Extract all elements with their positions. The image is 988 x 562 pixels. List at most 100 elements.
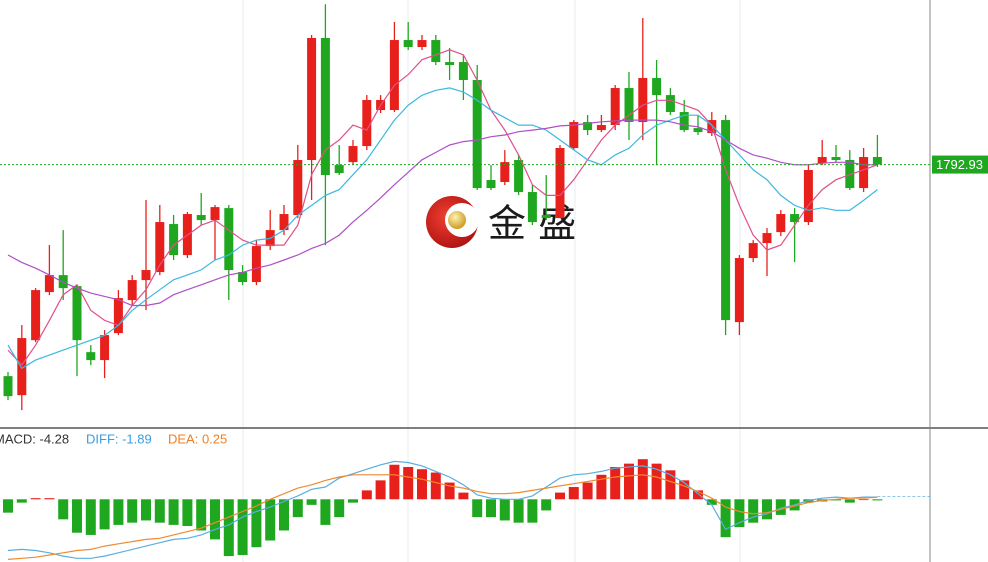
candle-body [72,286,82,341]
candle-body [541,215,551,219]
macd-bar [334,499,345,518]
macd-bar [113,499,124,525]
macd-bar [844,499,855,503]
candle-body [776,214,786,233]
macd-bar [624,463,634,500]
candle-body [472,80,482,189]
macd-bar [127,499,138,523]
candle-body [169,224,179,256]
macd-bar [555,492,565,500]
candle-body [872,157,882,165]
macd-bar [223,499,234,557]
macd-bar [872,499,883,501]
candle-body [831,157,841,161]
macd-bar [154,499,165,523]
macd-bar [237,499,248,555]
macd-bar [141,499,151,521]
macd-line [7,460,878,559]
candle-body [362,100,372,147]
logo-coin [448,211,466,229]
last-price-box [932,155,988,174]
macd-line [7,474,878,560]
candle-body [127,280,137,301]
candle-body [389,40,399,111]
macd-bar [458,492,469,500]
legend-entry: DIFF: -1.89 [86,431,152,446]
candle-body [210,207,220,221]
candle-body [458,62,468,81]
moving-average-line [7,49,878,366]
macd-bar [679,480,690,500]
candle-body [417,40,427,47]
macd-bar [541,499,552,511]
candle-body [514,160,524,193]
macd-bar [568,487,579,500]
candle-body [100,335,110,361]
legend-entry: DEA: 0.25 [168,431,227,446]
candle-body [610,88,620,126]
macd-bar [762,499,772,520]
macd-bar [348,499,358,503]
candle-body [527,192,537,223]
candle-body [403,40,413,47]
macd-bar [472,499,483,518]
moving-average-line [7,119,878,307]
candle-body [817,157,827,164]
candle-body [624,88,634,123]
macd-bar [375,480,386,500]
candle-body [693,128,703,133]
macd-bar [292,499,303,518]
candle-body [86,352,96,361]
macd-bar [430,472,441,500]
candle-body [596,125,606,131]
macd-bar [85,499,96,535]
candle-body [679,112,689,131]
macd-bar [748,499,759,523]
candle-body [348,146,358,163]
macd-bar [486,499,496,518]
candle-body [652,78,662,96]
candle-body [569,122,579,149]
macd-bar [279,499,289,531]
candle-body [803,170,813,223]
macd-bar [3,499,13,513]
candle-body [113,298,123,334]
macd-bar [693,490,703,500]
candle-body [638,78,648,123]
last-price-label: 1792.93 [936,157,983,172]
macd-bar [16,499,27,503]
candle-body [790,214,800,223]
candle-body [31,290,41,341]
macd-bar [582,482,593,500]
candle-body [845,160,855,189]
candle-body [583,122,593,131]
macd-bar [610,466,621,500]
macd-bar [651,463,662,500]
macd-bar [251,499,262,548]
candle-body [293,160,303,216]
macd-bar [417,469,427,500]
candle-body [748,243,758,259]
candle-body [58,275,68,289]
macd-bar [99,499,110,530]
macd-bar [58,499,69,520]
candle-body [307,37,317,161]
candle-body [486,180,496,189]
macd-bar [196,499,207,531]
candle-body [3,376,13,397]
macd-bar [30,498,41,500]
candle-body [859,157,869,189]
candle-body [445,62,455,66]
macd-bar [210,499,220,540]
macd-bar [775,499,786,515]
candle-body [224,208,234,271]
candle-body [279,214,289,231]
macd-bar [320,499,331,525]
macd-bar [499,499,510,521]
candle-body [141,270,151,281]
macd-bar [706,499,717,505]
macd-bar [720,499,731,538]
candle-body [734,258,744,323]
